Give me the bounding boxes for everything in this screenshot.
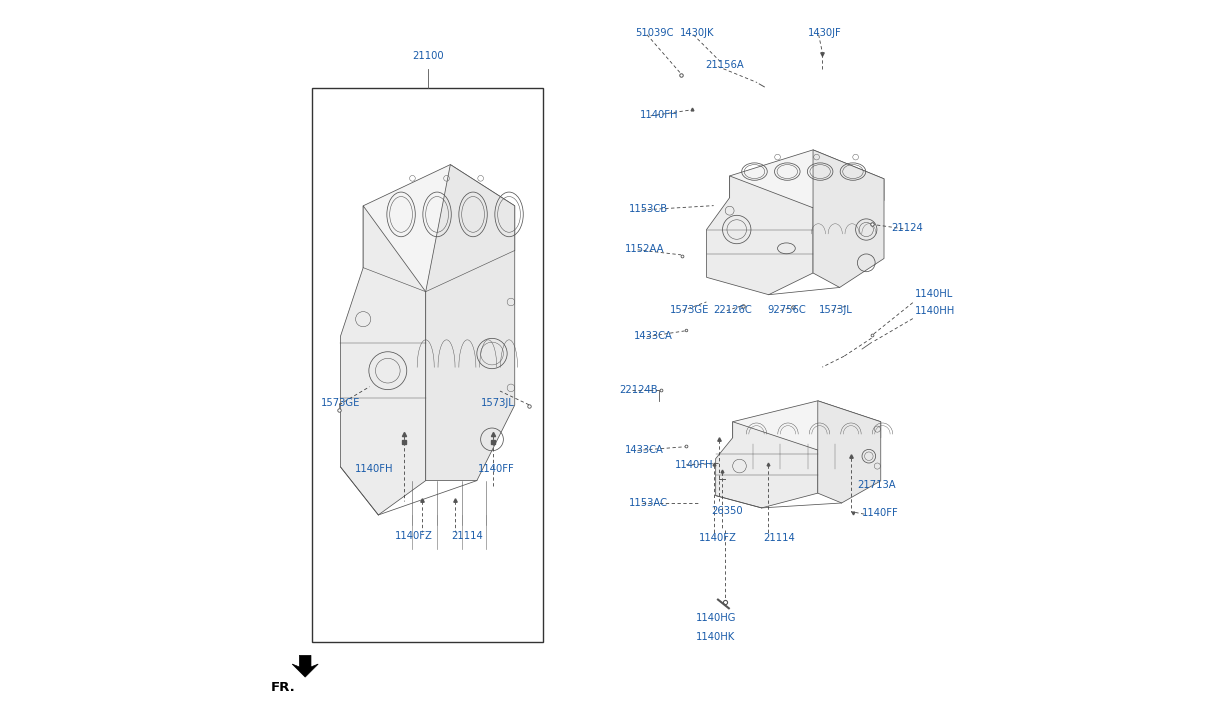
Text: 1430JF: 1430JF: [808, 28, 841, 39]
Text: 1140HK: 1140HK: [696, 632, 736, 642]
Text: 22126C: 22126C: [714, 305, 753, 315]
Text: 1433CA: 1433CA: [634, 331, 673, 341]
Text: FR.: FR.: [270, 681, 295, 694]
Polygon shape: [813, 150, 885, 287]
Text: 1140FZ: 1140FZ: [394, 531, 433, 541]
Text: 1433CA: 1433CA: [624, 445, 663, 454]
Polygon shape: [426, 164, 514, 481]
Polygon shape: [292, 655, 318, 677]
Text: 21124: 21124: [891, 223, 923, 233]
Text: 21114: 21114: [762, 533, 795, 543]
Text: 92756C: 92756C: [767, 305, 806, 315]
Polygon shape: [715, 422, 818, 508]
Polygon shape: [730, 150, 885, 208]
Polygon shape: [707, 176, 813, 294]
Text: 1140FH: 1140FH: [356, 464, 393, 473]
Polygon shape: [363, 164, 514, 292]
Text: 1140FF: 1140FF: [478, 464, 514, 473]
Text: 1573GE: 1573GE: [321, 398, 361, 409]
Text: 26350: 26350: [711, 505, 743, 515]
Text: 51039C: 51039C: [635, 28, 674, 39]
Polygon shape: [818, 401, 881, 503]
Text: 21100: 21100: [411, 51, 443, 61]
Text: 1573GE: 1573GE: [669, 305, 709, 315]
Text: 21713A: 21713A: [857, 480, 895, 490]
Polygon shape: [340, 206, 426, 515]
Polygon shape: [733, 401, 881, 450]
Text: 1140FF: 1140FF: [862, 507, 899, 518]
Text: 21114: 21114: [451, 531, 483, 541]
Text: 22124B: 22124B: [618, 385, 657, 395]
Text: 1140FH: 1140FH: [640, 110, 679, 120]
Bar: [312, 88, 543, 643]
Text: 1140HL: 1140HL: [915, 289, 953, 299]
Text: 1573JL: 1573JL: [819, 305, 852, 315]
Text: 21156A: 21156A: [705, 60, 744, 70]
Text: 1153CB: 1153CB: [629, 204, 668, 214]
Text: 1140FZ: 1140FZ: [698, 533, 737, 543]
Text: 1430JK: 1430JK: [680, 28, 714, 39]
Text: 1153AC: 1153AC: [629, 497, 668, 507]
Text: 1152AA: 1152AA: [624, 244, 664, 254]
Text: 1573JL: 1573JL: [480, 398, 514, 409]
Text: 1140FH: 1140FH: [674, 460, 713, 470]
Text: 1140HH: 1140HH: [915, 305, 955, 316]
Text: 1140HG: 1140HG: [696, 614, 737, 624]
